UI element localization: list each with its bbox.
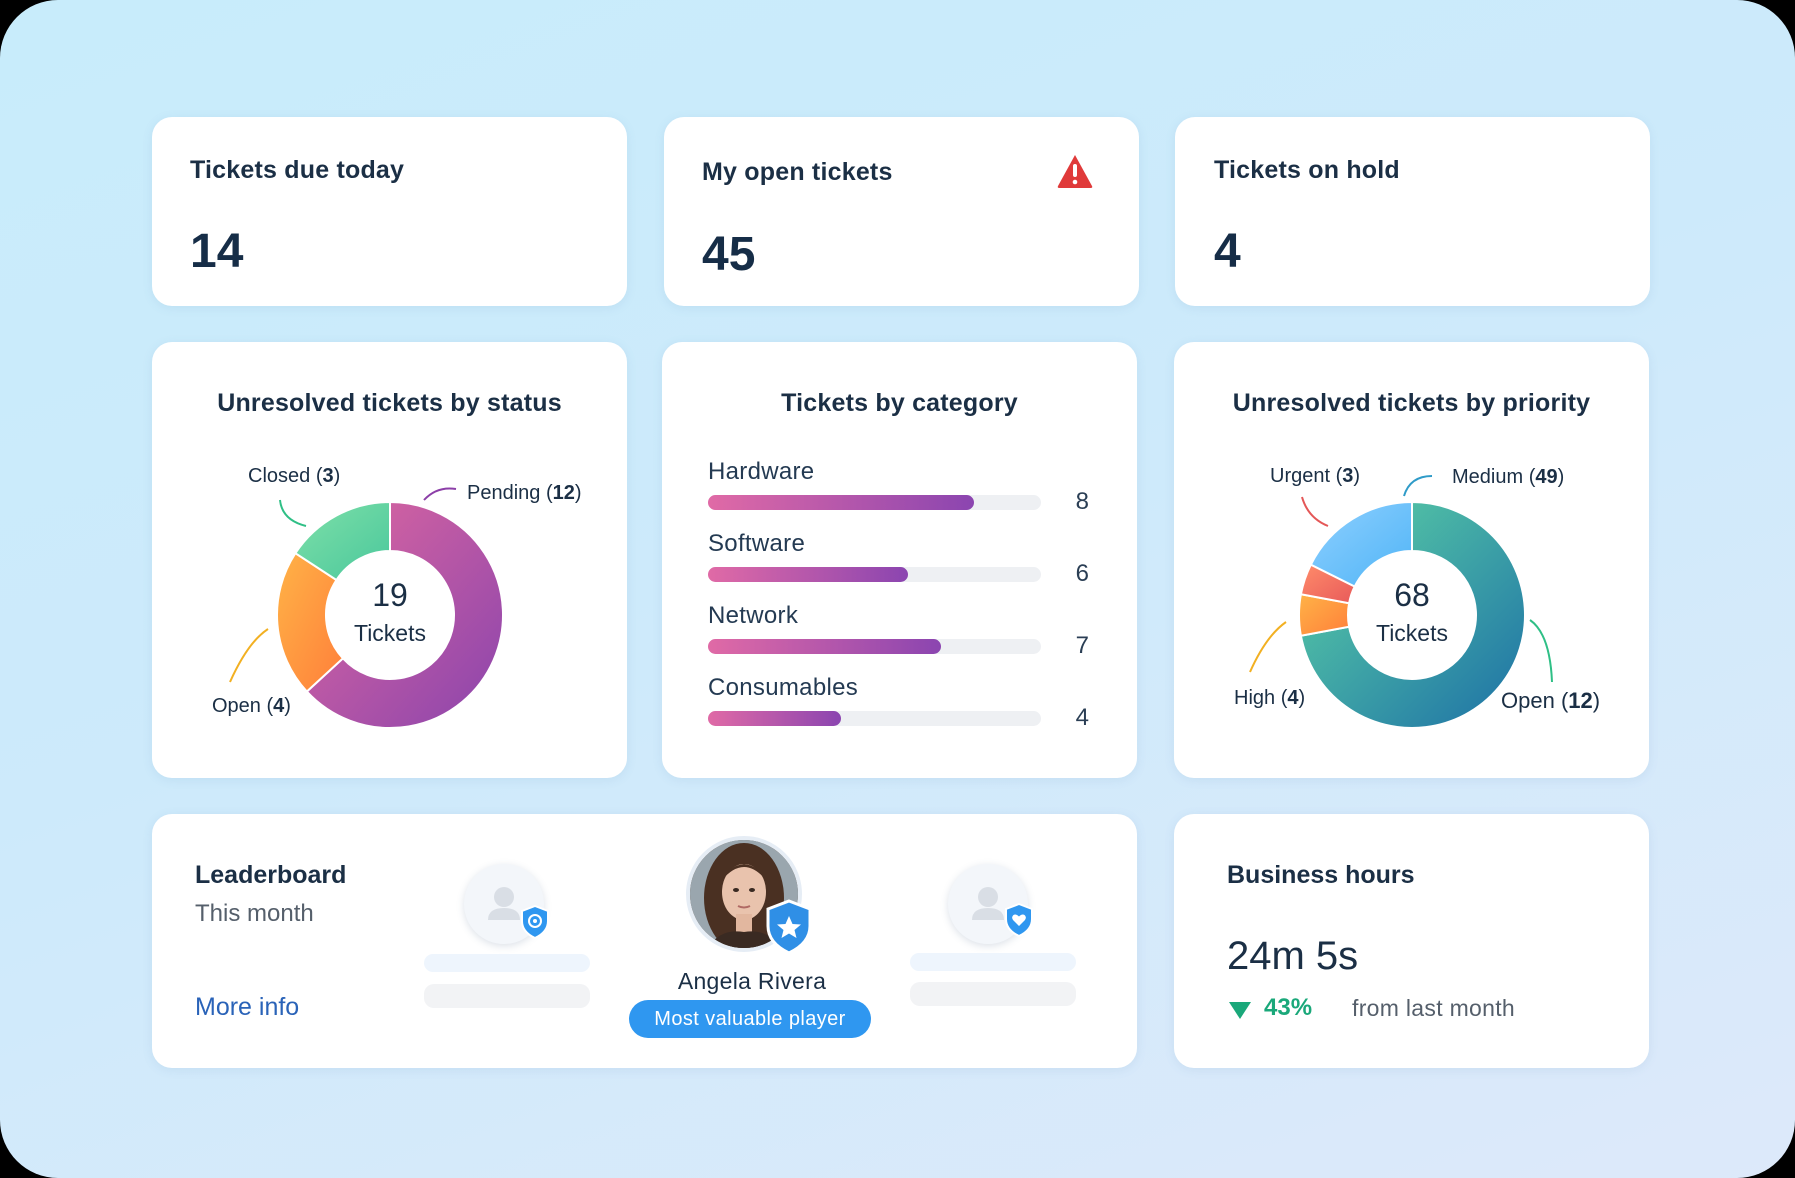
urgent-leader-line xyxy=(1301,496,1329,527)
donut-center-label: Tickets xyxy=(354,620,426,646)
legend-label-pending: Pending (12) xyxy=(467,482,582,504)
kpi-value: 14 xyxy=(190,225,244,278)
legend-name: High xyxy=(1234,687,1275,709)
leaderboard-title: Leaderboard xyxy=(195,861,347,889)
change-note: from last month xyxy=(1352,995,1515,1021)
business-hours-value: 24m 5s xyxy=(1227,934,1359,978)
kpi-title: Tickets on hold xyxy=(1214,156,1400,184)
kpi-title: My open tickets xyxy=(702,158,893,186)
change-percent: 43% xyxy=(1264,994,1313,1021)
third-stat-skeleton xyxy=(910,982,1076,1006)
chart-title: Tickets by category xyxy=(781,389,1018,417)
legend-name: Medium xyxy=(1452,466,1523,488)
trend-down-icon xyxy=(1229,1002,1251,1019)
bar-value: 6 xyxy=(1075,560,1089,587)
bar-hardware[interactable] xyxy=(708,495,975,510)
closed-leader-line xyxy=(279,499,307,527)
legend-count: 4 xyxy=(273,695,285,717)
bar-track xyxy=(708,495,1041,510)
donut-center-value: 19 xyxy=(372,577,408,613)
legend-name: Open xyxy=(212,695,261,717)
bar-track xyxy=(708,567,1041,582)
mvp-portrait xyxy=(690,840,798,948)
third-name-skeleton xyxy=(910,953,1076,971)
leaderboard-card[interactable]: Leaderboard This month More info xyxy=(152,814,1137,1068)
donut-center-label: Tickets xyxy=(1376,620,1448,646)
kpi-card-due-today[interactable]: Tickets due today 14 xyxy=(152,117,627,306)
legend-name: Closed xyxy=(248,465,310,487)
legend-label-urgent: Urgent (3) xyxy=(1270,465,1360,487)
legend-label-medium: Medium (49) xyxy=(1452,466,1564,488)
bar-label: Network xyxy=(708,602,799,629)
chart-title: Unresolved tickets by status xyxy=(217,389,562,417)
mvp-badge: Most valuable player xyxy=(629,1000,871,1038)
kpi-card-my-open[interactable]: My open tickets 45 xyxy=(664,117,1139,306)
bar-network[interactable] xyxy=(708,639,942,654)
target-badge-icon xyxy=(521,905,549,939)
status-slice-pending[interactable] xyxy=(305,500,504,729)
high-leader-line xyxy=(1249,621,1287,673)
user-placeholder-icon xyxy=(972,887,1004,920)
bar-track xyxy=(708,639,1041,654)
legend-label-closed: Closed (3) xyxy=(248,465,340,487)
bar-label: Consumables xyxy=(708,674,859,701)
bar-software[interactable] xyxy=(708,567,908,582)
legend-label-open: Open (12) xyxy=(1501,688,1600,713)
bar-value: 7 xyxy=(1075,632,1089,659)
more-info-link[interactable]: More info xyxy=(195,993,300,1021)
legend-count: 3 xyxy=(1342,465,1353,487)
kpi-title: Tickets due today xyxy=(190,156,405,184)
legend-name: Urgent xyxy=(1270,465,1330,487)
business-hours-card[interactable]: Business hours 24m 5s 43% from last mont… xyxy=(1174,814,1649,1068)
bar-track xyxy=(708,711,1041,726)
legend-label-open: Open (4) xyxy=(212,695,291,717)
category-chart-card[interactable]: Tickets by category Hardware 8 Software 6 Ne… xyxy=(662,342,1137,778)
heart-badge-icon xyxy=(1005,903,1033,937)
bar-label: Hardware xyxy=(708,458,815,485)
legend-count: 3 xyxy=(322,465,333,487)
status-chart-card[interactable]: Unresolved tickets by status 19 Tickets … xyxy=(152,342,627,778)
chart-title: Unresolved tickets by priority xyxy=(1232,389,1591,417)
medium-leader-line xyxy=(1403,475,1433,497)
bar-value: 4 xyxy=(1075,704,1089,731)
bar-value: 8 xyxy=(1075,488,1089,515)
status-donut-chart: 19 Tickets Closed (3) Pending (12) Open … xyxy=(212,465,582,729)
legend-count: 49 xyxy=(1535,466,1557,488)
mvp-name: Angela Rivera xyxy=(677,968,827,994)
legend-name: Pending xyxy=(467,482,540,504)
open-leader-line xyxy=(229,628,269,683)
legend-count: 4 xyxy=(1287,687,1299,709)
star-badge-icon xyxy=(766,899,812,955)
bar-consumables[interactable] xyxy=(708,711,842,726)
business-hours-title: Business hours xyxy=(1227,861,1415,889)
kpi-value: 4 xyxy=(1214,225,1241,278)
kpi-value: 45 xyxy=(702,228,756,281)
kpi-card-on-hold[interactable]: Tickets on hold 4 xyxy=(1175,117,1650,306)
legend-label-high: High (4) xyxy=(1234,687,1305,709)
open-leader-line xyxy=(1529,619,1553,683)
runner-up-stat-skeleton xyxy=(424,984,590,1008)
runner-up-name-skeleton xyxy=(424,954,590,972)
warning-triangle-icon xyxy=(1057,155,1093,188)
user-placeholder-icon xyxy=(488,887,520,920)
priority-slice-medium[interactable] xyxy=(1299,500,1526,729)
donut-center-value: 68 xyxy=(1394,577,1430,613)
leaderboard-subtitle: This month xyxy=(195,900,314,927)
bar-label: Software xyxy=(708,530,806,557)
pending-leader-line xyxy=(423,487,457,501)
legend-name: Open xyxy=(1501,688,1555,713)
priority-donut-chart: 68 Tickets Urgent (3) Medium (49) High (… xyxy=(1234,465,1600,729)
priority-chart-card[interactable]: Unresolved tickets by priority 68 Ticket… xyxy=(1174,342,1649,778)
legend-count: 12 xyxy=(1568,688,1592,713)
legend-count: 12 xyxy=(553,482,575,504)
